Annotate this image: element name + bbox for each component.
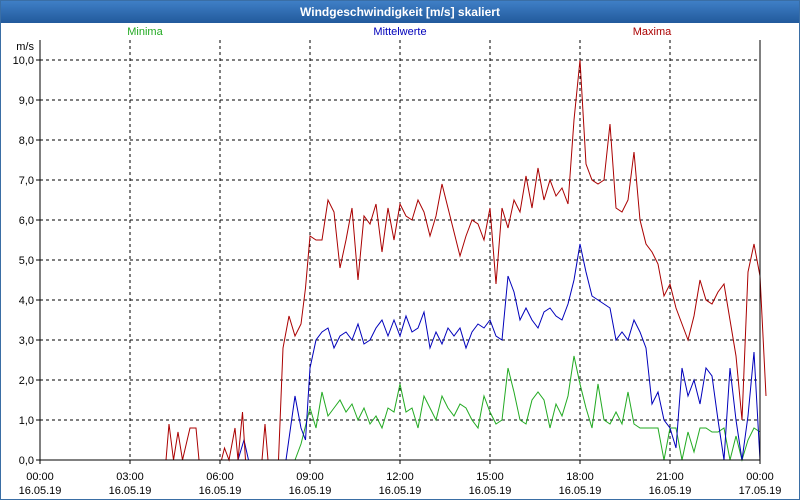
axes <box>36 40 761 464</box>
y-axis-label: m/s <box>16 41 34 53</box>
chart-title: Windgeschwindigkeit [m/s] skaliert <box>1 1 799 23</box>
legend-maxima: Maxima <box>633 26 672 38</box>
grid <box>40 40 760 460</box>
y-tick-label: 7,0 <box>19 175 34 187</box>
series-line-maxima <box>40 59 767 462</box>
x-tick-date: 16.05.19 <box>19 485 62 497</box>
x-tick-time: 09:00 <box>296 471 324 483</box>
y-tick-label: 6,0 <box>19 215 34 227</box>
legend-minima: Minima <box>127 26 163 38</box>
x-tick-date: 16.05.19 <box>109 485 152 497</box>
x-tick-time: 15:00 <box>476 471 504 483</box>
x-tick-time: 00:00 <box>26 471 54 483</box>
x-tick-date: 17.05.19 <box>739 485 782 497</box>
series-line-mittelwerte <box>40 243 761 461</box>
x-tick-date: 16.05.19 <box>469 485 512 497</box>
y-tick-label: 0,0 <box>19 455 34 467</box>
x-tick-time: 00:00 <box>746 471 774 483</box>
x-tick-time: 06:00 <box>206 471 234 483</box>
y-tick-label: 2,0 <box>19 375 34 387</box>
legend-mittelwerte: Mittelwerte <box>373 26 426 38</box>
y-tick-label: 8,0 <box>19 135 34 147</box>
x-tick-time: 18:00 <box>566 471 594 483</box>
y-tick-label: 4,0 <box>19 295 34 307</box>
x-tick-date: 16.05.19 <box>559 485 602 497</box>
legend: Minima Mittelwerte Maxima <box>127 26 672 38</box>
x-tick-time: 12:00 <box>386 471 414 483</box>
x-tick-date: 16.05.19 <box>289 485 332 497</box>
y-tick-label: 3,0 <box>19 335 34 347</box>
tick-labels: 0,0 1,0 2,0 3,0 4,0 5,0 6,0 7,0 8,0 9,0 10,0 m/s 00:… <box>13 41 782 497</box>
y-tick-label: 5,0 <box>19 255 34 267</box>
x-tick-date: 16.05.19 <box>649 485 692 497</box>
x-tick-date: 16.05.19 <box>199 485 242 497</box>
x-tick-time: 03:00 <box>116 471 144 483</box>
y-tick-label: 9,0 <box>19 95 34 107</box>
y-tick-label: 1,0 <box>19 415 34 427</box>
x-tick-date: 16.05.19 <box>379 485 422 497</box>
x-tick-time: 21:00 <box>656 471 684 483</box>
y-tick-label: 10,0 <box>13 55 34 67</box>
